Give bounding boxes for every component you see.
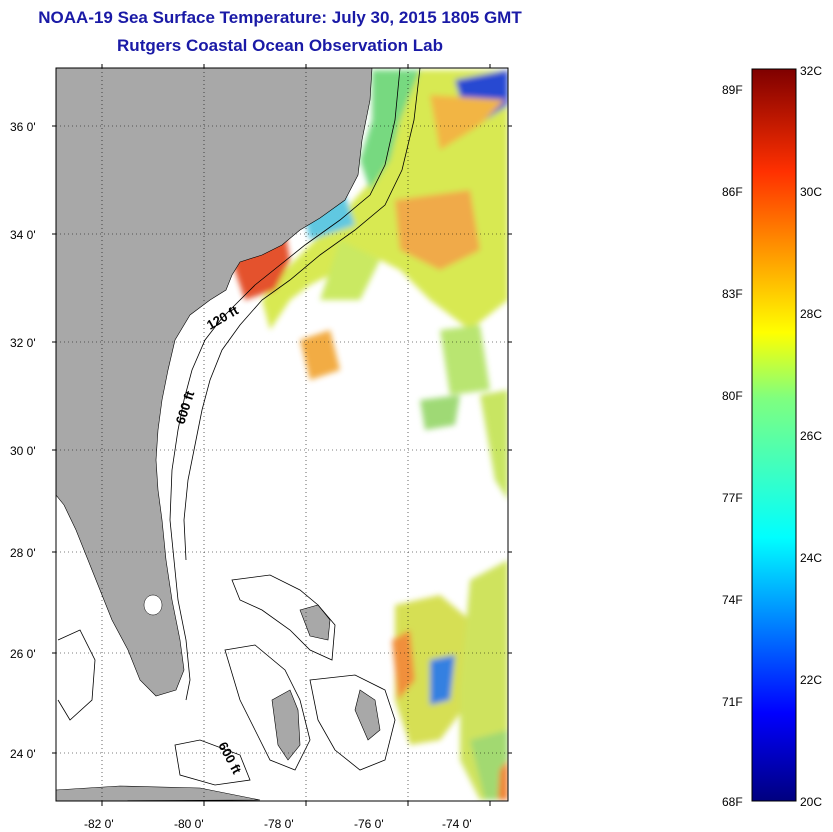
lon-label-76: -76 0' — [354, 817, 384, 831]
map-frame — [55, 67, 509, 802]
colorbar: 89F 86F 83F 80F 77F 74F 71F 68F 32C 30C … — [722, 64, 822, 809]
colorbar-f-74: 74F — [722, 593, 743, 607]
colorbar-c-20: 20C — [800, 795, 822, 809]
lon-label-82: -82 0' — [84, 817, 114, 831]
colorbar-c-24: 24C — [800, 551, 822, 565]
colorbar-f-80: 80F — [722, 389, 743, 403]
lon-label-80: -80 0' — [174, 817, 204, 831]
colorbar-c-22: 22C — [800, 673, 822, 687]
colorbar-f-77: 77F — [722, 491, 743, 505]
land-bahamas-eleuthera — [354, 689, 381, 741]
colorbar-f-83: 83F — [722, 287, 743, 301]
land-north-america — [56, 68, 373, 697]
map-title: NOAA-19 Sea Surface Temperature: July 30… — [38, 8, 522, 27]
colorbar-f-71: 71F — [722, 695, 743, 709]
land-bahamas-andros — [271, 689, 301, 761]
colorbar-c-30: 30C — [800, 185, 822, 199]
colorbar-f-89: 89F — [722, 83, 743, 97]
lat-label-32: 32 0' — [10, 336, 36, 350]
map-subtitle: Rutgers Coastal Ocean Observation Lab — [117, 36, 443, 55]
graticule — [56, 68, 508, 801]
colorbar-gradient — [751, 68, 797, 802]
colorbar-f-86: 86F — [722, 185, 743, 199]
lake-okeechobee — [143, 594, 163, 616]
axis-ticks — [52, 64, 512, 806]
land-cuba — [56, 785, 261, 801]
land-bahamas-abaco — [299, 604, 331, 641]
lat-label-34: 34 0' — [10, 228, 36, 242]
map-panel: 120 ft 600 ft 600 ft — [56, 68, 508, 801]
lat-label-28: 28 0' — [10, 546, 36, 560]
lat-label-30: 30 0' — [10, 444, 36, 458]
colorbar-c-26: 26C — [800, 429, 822, 443]
lon-label-74: -74 0' — [442, 817, 472, 831]
lat-label-24: 24 0' — [10, 747, 36, 761]
lat-label-26: 26 0' — [10, 647, 36, 661]
colorbar-c-32: 32C — [800, 64, 822, 78]
isobath-contours — [57, 68, 421, 786]
colorbar-c-28: 28C — [800, 307, 822, 321]
colorbar-f-68: 68F — [722, 795, 743, 809]
lon-label-78: -78 0' — [264, 817, 294, 831]
lat-label-36: 36 0' — [10, 120, 36, 134]
